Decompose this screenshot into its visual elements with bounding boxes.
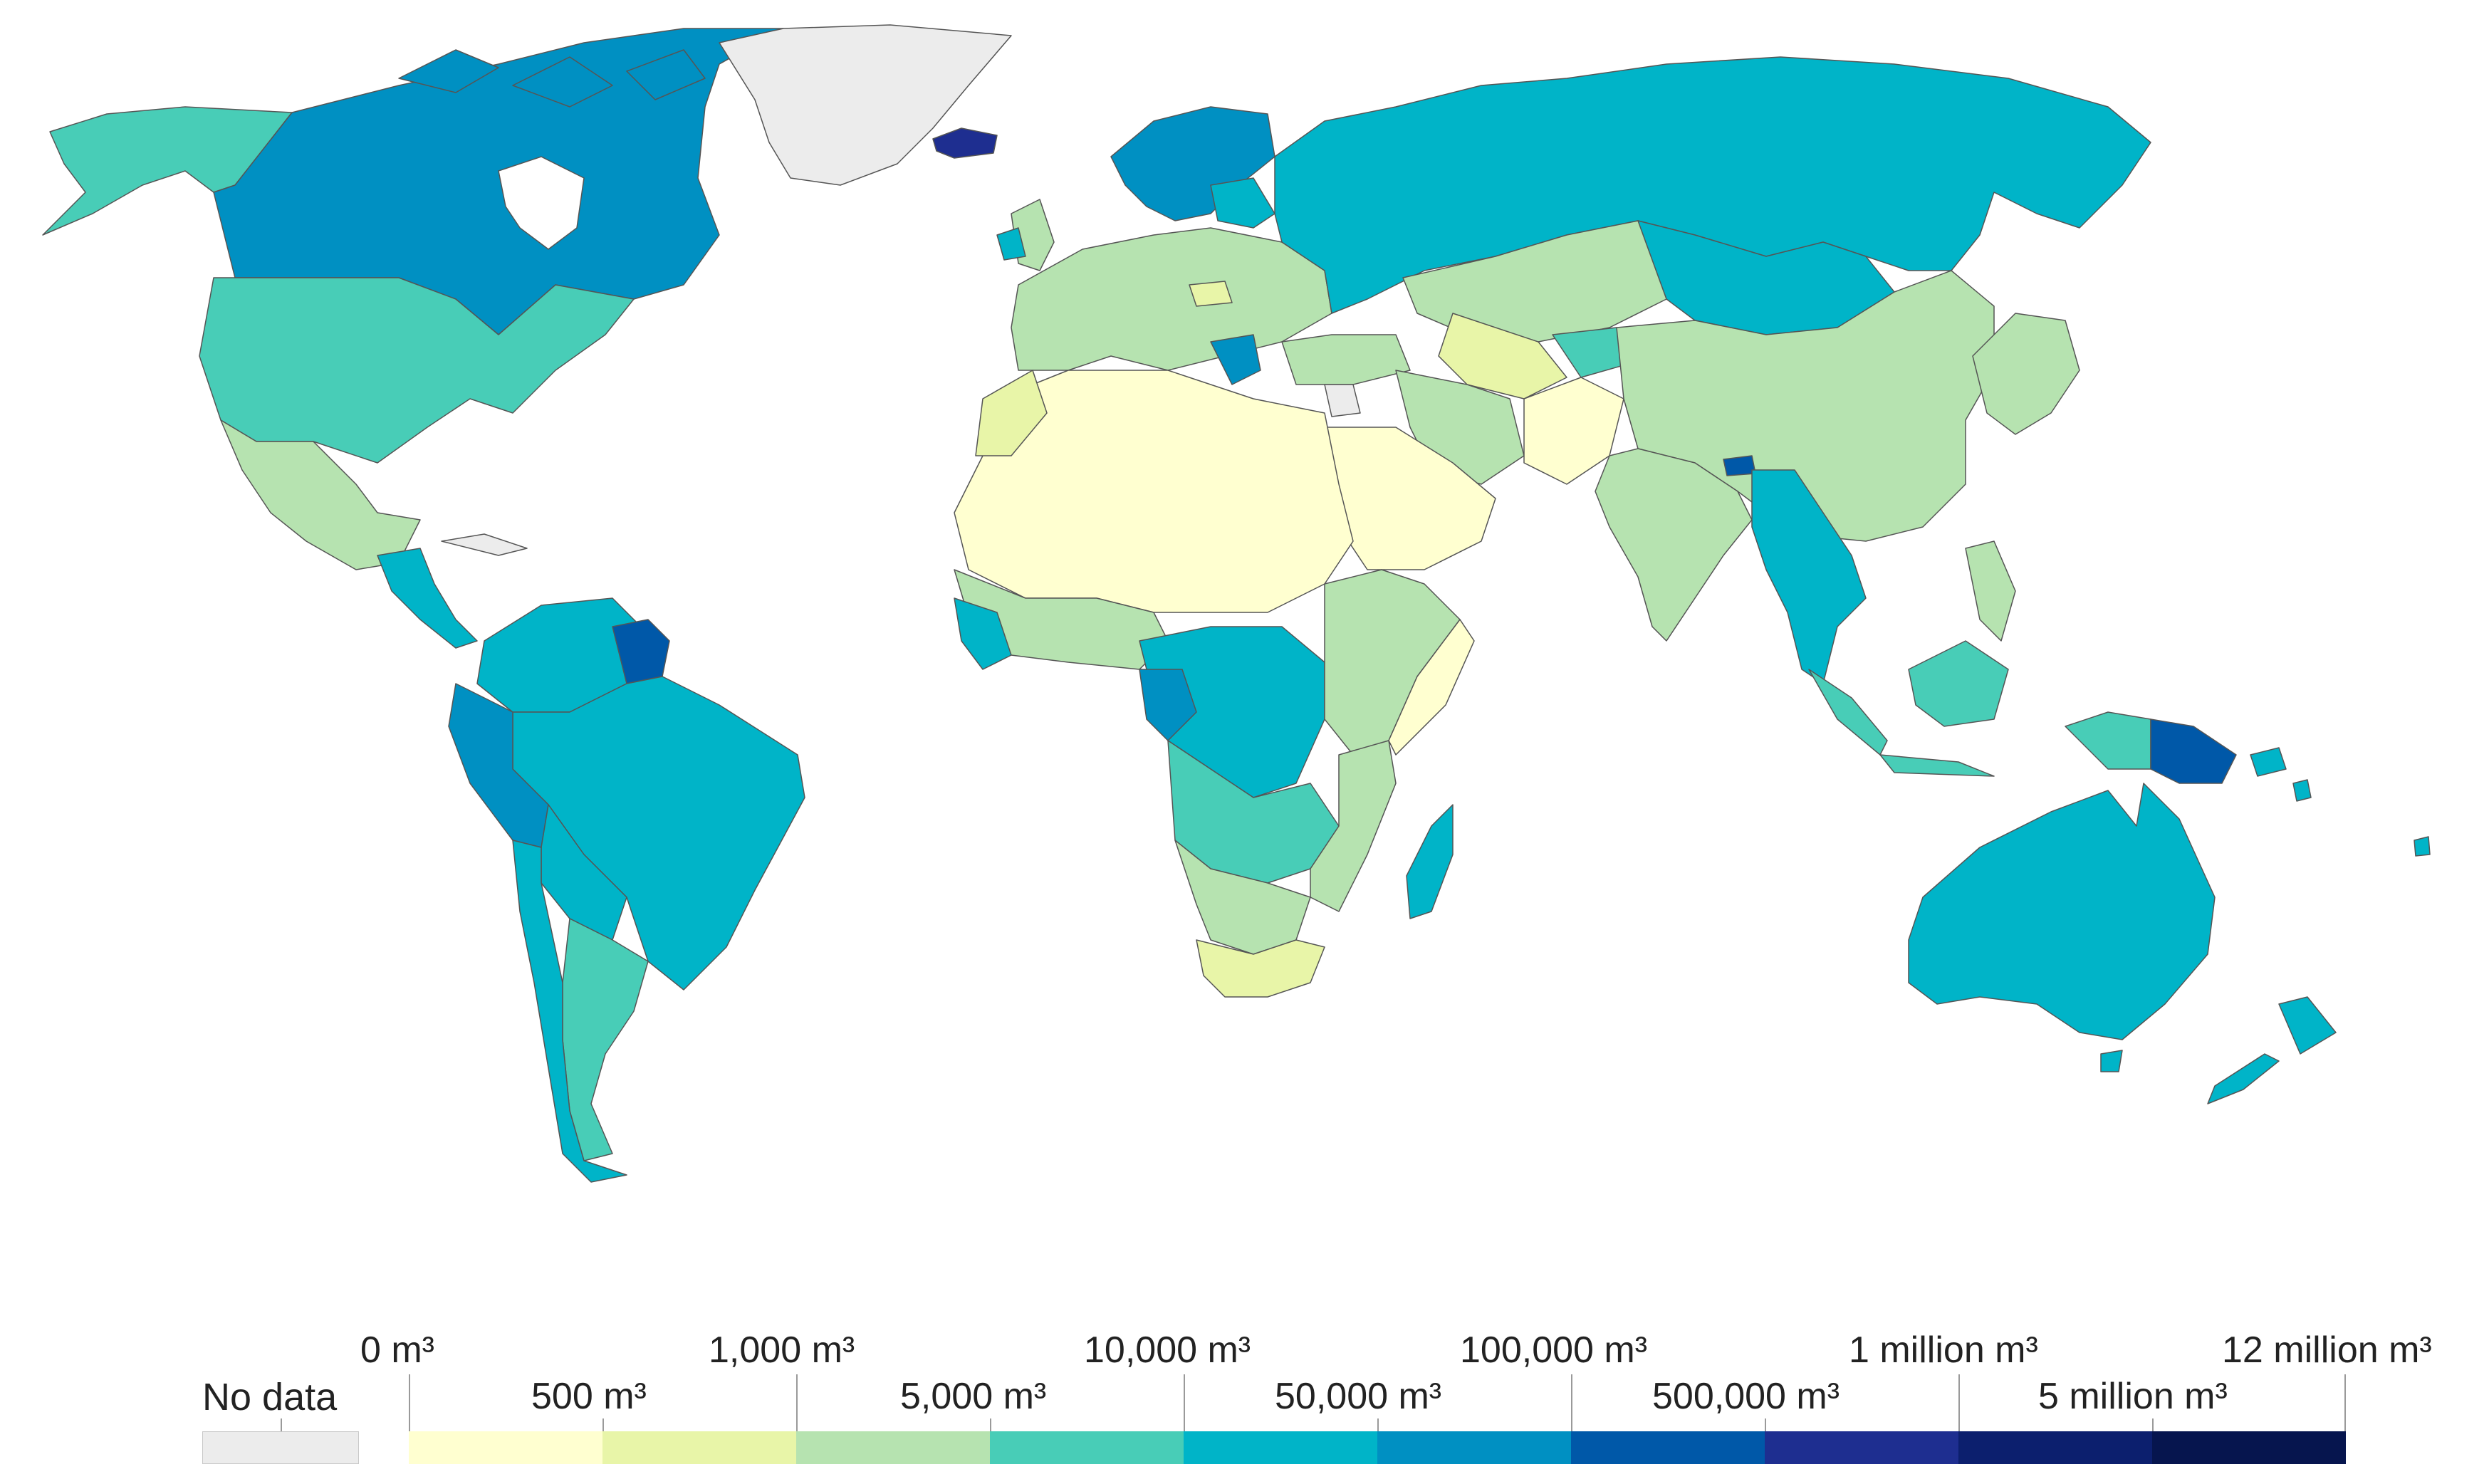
legend-tick xyxy=(1765,1418,1766,1431)
legend-bottom-label: 500 m³ xyxy=(531,1376,647,1417)
borneo-region xyxy=(1908,640,2009,727)
india-region xyxy=(1595,448,1753,642)
chile-region xyxy=(512,840,627,1183)
gabon-congo-region xyxy=(1139,669,1197,741)
papua-new-guinea-region xyxy=(2150,719,2237,784)
hungary-region xyxy=(1189,281,1233,307)
legend-bottom-label: 5,000 m³ xyxy=(900,1376,1047,1417)
tasmania-region xyxy=(2100,1050,2123,1072)
legend-top-label: 12 million m³ xyxy=(2222,1329,2432,1371)
legend-top-label: 10,000 m³ xyxy=(1084,1329,1251,1371)
southeast-asia-region xyxy=(1751,469,1867,684)
western-europe-region xyxy=(1011,227,1332,371)
mozambique-tanzania-region xyxy=(1310,740,1397,912)
legend-tick xyxy=(1184,1374,1185,1431)
legend-tick xyxy=(2152,1418,2154,1431)
legend-top-label: 1,000 m³ xyxy=(709,1329,855,1371)
legend-top-label: 0 m³ xyxy=(360,1329,434,1371)
legend-bin-9 xyxy=(1958,1431,2152,1464)
argentina-region xyxy=(562,918,649,1161)
legend-bin-8 xyxy=(1765,1431,1958,1464)
legend-bin-6 xyxy=(1377,1431,1571,1464)
legend-bin-10 xyxy=(2152,1431,2346,1464)
usa-region xyxy=(199,277,635,464)
arctic-islands-region xyxy=(398,49,706,108)
madagascar-region xyxy=(1406,804,1454,919)
australia-region xyxy=(1908,783,2216,1040)
legend-tick xyxy=(602,1418,604,1431)
baltic-region xyxy=(1210,177,1275,229)
legend-bin-5 xyxy=(1184,1431,1377,1464)
legend-tick xyxy=(796,1374,798,1431)
morocco-region xyxy=(975,370,1048,456)
legend-bottom-label: 500,000 m³ xyxy=(1652,1376,1840,1417)
legend-tick xyxy=(409,1374,410,1431)
alaska-region xyxy=(42,106,293,236)
balkans-region xyxy=(1210,334,1261,385)
levant-region xyxy=(1324,384,1361,417)
legend-tick xyxy=(990,1418,991,1431)
greenland-region xyxy=(719,24,1012,186)
ireland-region xyxy=(996,227,1026,261)
philippines-region xyxy=(1965,540,2016,642)
legend-tick xyxy=(1377,1418,1379,1431)
russia-region xyxy=(1274,56,2151,314)
legend-bin-1 xyxy=(409,1431,602,1464)
japan-korea-region xyxy=(1972,313,2080,435)
sumatra-java-region xyxy=(1808,669,1995,777)
pacific-islands-region xyxy=(2250,747,2431,857)
legend-bin-2 xyxy=(602,1431,796,1464)
north-africa-region xyxy=(954,370,1354,613)
legend-bottom-label: 5 million m³ xyxy=(2038,1376,2228,1417)
guianas-region xyxy=(612,619,670,684)
turkey-region xyxy=(1281,334,1411,385)
legend-bin-3 xyxy=(796,1431,990,1464)
legend-tick xyxy=(1958,1374,1960,1431)
legend-no-data-label: No data xyxy=(202,1376,338,1418)
legend-tick xyxy=(2344,1374,2346,1431)
central-america-region xyxy=(377,548,478,649)
legend-top-label: 1 million m³ xyxy=(1849,1329,2038,1371)
legend-bin-4 xyxy=(990,1431,1184,1464)
new-zealand-region xyxy=(2207,996,2337,1104)
legend-bottom-label: 50,000 m³ xyxy=(1275,1376,1442,1417)
west-africa-coast-region xyxy=(954,597,1012,670)
hudson-bay-lake xyxy=(498,156,585,250)
world-map xyxy=(42,24,2431,1183)
new-guinea-west-region xyxy=(2065,711,2151,770)
cuba-region xyxy=(441,533,528,556)
legend-no-data-tick xyxy=(281,1418,282,1431)
legend-no-data-swatch xyxy=(202,1431,359,1464)
legend-bin-7 xyxy=(1571,1431,1765,1464)
legend-tick xyxy=(1571,1374,1572,1431)
legend-top-label: 100,000 m³ xyxy=(1460,1329,1648,1371)
iceland-region xyxy=(932,127,998,159)
south-africa-region xyxy=(1196,939,1325,998)
nepal-bhutan-region xyxy=(1723,455,1756,476)
mexico-region xyxy=(220,419,421,570)
